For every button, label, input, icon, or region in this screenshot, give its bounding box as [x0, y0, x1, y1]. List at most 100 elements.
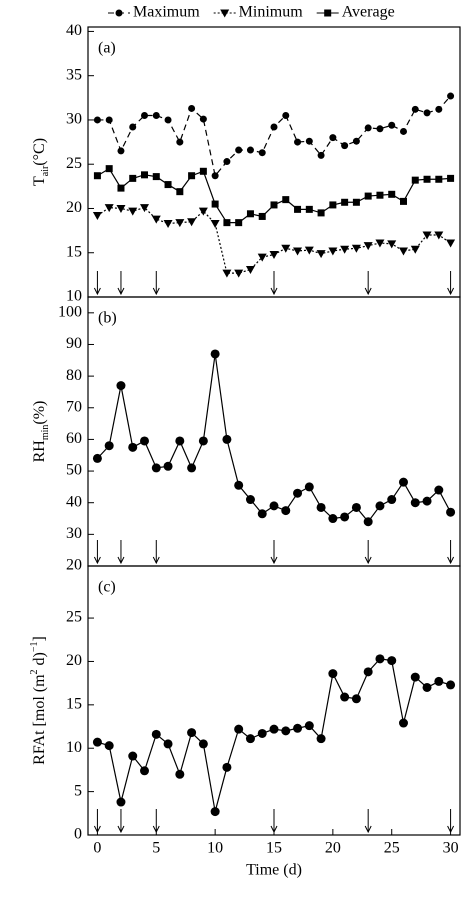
marker [375, 239, 385, 248]
marker [316, 250, 326, 259]
x-tick-label: 0 [93, 840, 101, 857]
y-tick-label: 20 [66, 199, 82, 216]
marker [411, 176, 419, 184]
arrow-head [447, 825, 455, 834]
marker [411, 105, 419, 113]
marker [435, 105, 443, 113]
marker [410, 245, 420, 254]
panel-label: (c) [98, 579, 116, 596]
marker [340, 512, 350, 522]
marker [175, 219, 185, 228]
legend-label: Maximum [133, 4, 200, 21]
y-axis-label-part: (°C) [31, 138, 48, 166]
arrow-head [152, 825, 160, 834]
marker [304, 246, 314, 255]
marker [92, 453, 102, 463]
marker [210, 220, 220, 229]
marker [163, 220, 173, 229]
arrow-head [117, 287, 125, 296]
marker [245, 495, 255, 505]
arrow-head [447, 556, 455, 565]
marker [398, 718, 408, 728]
arrow [447, 271, 455, 296]
marker [129, 123, 137, 131]
y-tick-label: 5 [74, 782, 82, 799]
marker [293, 488, 303, 498]
marker [164, 181, 172, 189]
marker [351, 244, 361, 253]
marker [434, 231, 444, 240]
marker [222, 269, 232, 278]
marker [270, 201, 278, 209]
marker [281, 506, 291, 516]
marker [364, 124, 372, 132]
marker [187, 218, 197, 227]
series-line [97, 206, 451, 274]
y-tick-label: 30 [66, 525, 82, 542]
marker [282, 112, 290, 120]
marker [375, 654, 385, 664]
marker [234, 269, 244, 278]
arrow-head [270, 556, 278, 565]
legend-item: Average [316, 4, 395, 21]
series-line [97, 167, 451, 224]
marker [258, 212, 266, 220]
x-tick-label: 10 [207, 840, 223, 857]
y-axis-label-part: air [40, 165, 51, 176]
arrow [93, 271, 101, 296]
marker [328, 514, 338, 524]
marker [128, 751, 138, 761]
marker [93, 172, 101, 180]
marker [316, 734, 326, 744]
marker [398, 477, 408, 487]
marker [257, 509, 267, 519]
marker [116, 797, 126, 807]
y-tick-label: 10 [66, 739, 82, 756]
marker [140, 766, 150, 776]
y-axis-label-part: min [40, 425, 51, 441]
marker [269, 501, 279, 511]
x-tick-label: 25 [384, 840, 400, 857]
marker [151, 729, 161, 739]
marker [328, 669, 338, 679]
marker [387, 495, 397, 505]
marker [199, 115, 207, 123]
x-tick-label: 30 [443, 840, 459, 857]
y-tick-label: 25 [66, 155, 82, 172]
y-tick-label: 15 [66, 696, 82, 713]
marker [234, 480, 244, 490]
y-tick-label: 50 [66, 462, 82, 479]
x-tick-label: 15 [266, 840, 282, 857]
marker [223, 158, 231, 166]
marker [293, 247, 303, 256]
marker [117, 184, 125, 192]
marker [211, 172, 219, 180]
marker [305, 205, 313, 213]
marker [352, 198, 360, 206]
marker [270, 123, 278, 131]
marker [376, 125, 384, 133]
marker [257, 728, 267, 738]
y-tick-label: 70 [66, 398, 82, 415]
y-axis-label-part: 2 [29, 669, 40, 674]
y-tick-label: 100 [58, 303, 82, 320]
marker [235, 146, 243, 154]
marker [187, 728, 197, 738]
marker [257, 253, 267, 262]
y-axis-label-part: RFAt [mol (m [31, 674, 48, 765]
marker [269, 724, 279, 734]
y-tick-label: 40 [66, 22, 82, 39]
marker [422, 682, 432, 692]
marker [198, 739, 208, 749]
y-tick-label: 60 [66, 430, 82, 447]
marker [422, 496, 432, 506]
arrow-head [270, 825, 278, 834]
marker [128, 442, 138, 452]
marker [282, 196, 290, 204]
marker [446, 507, 456, 517]
marker [210, 807, 220, 817]
y-axis-label-part: d) [31, 652, 48, 669]
plot-frame [87, 565, 461, 836]
marker [223, 219, 231, 227]
marker [294, 138, 302, 146]
